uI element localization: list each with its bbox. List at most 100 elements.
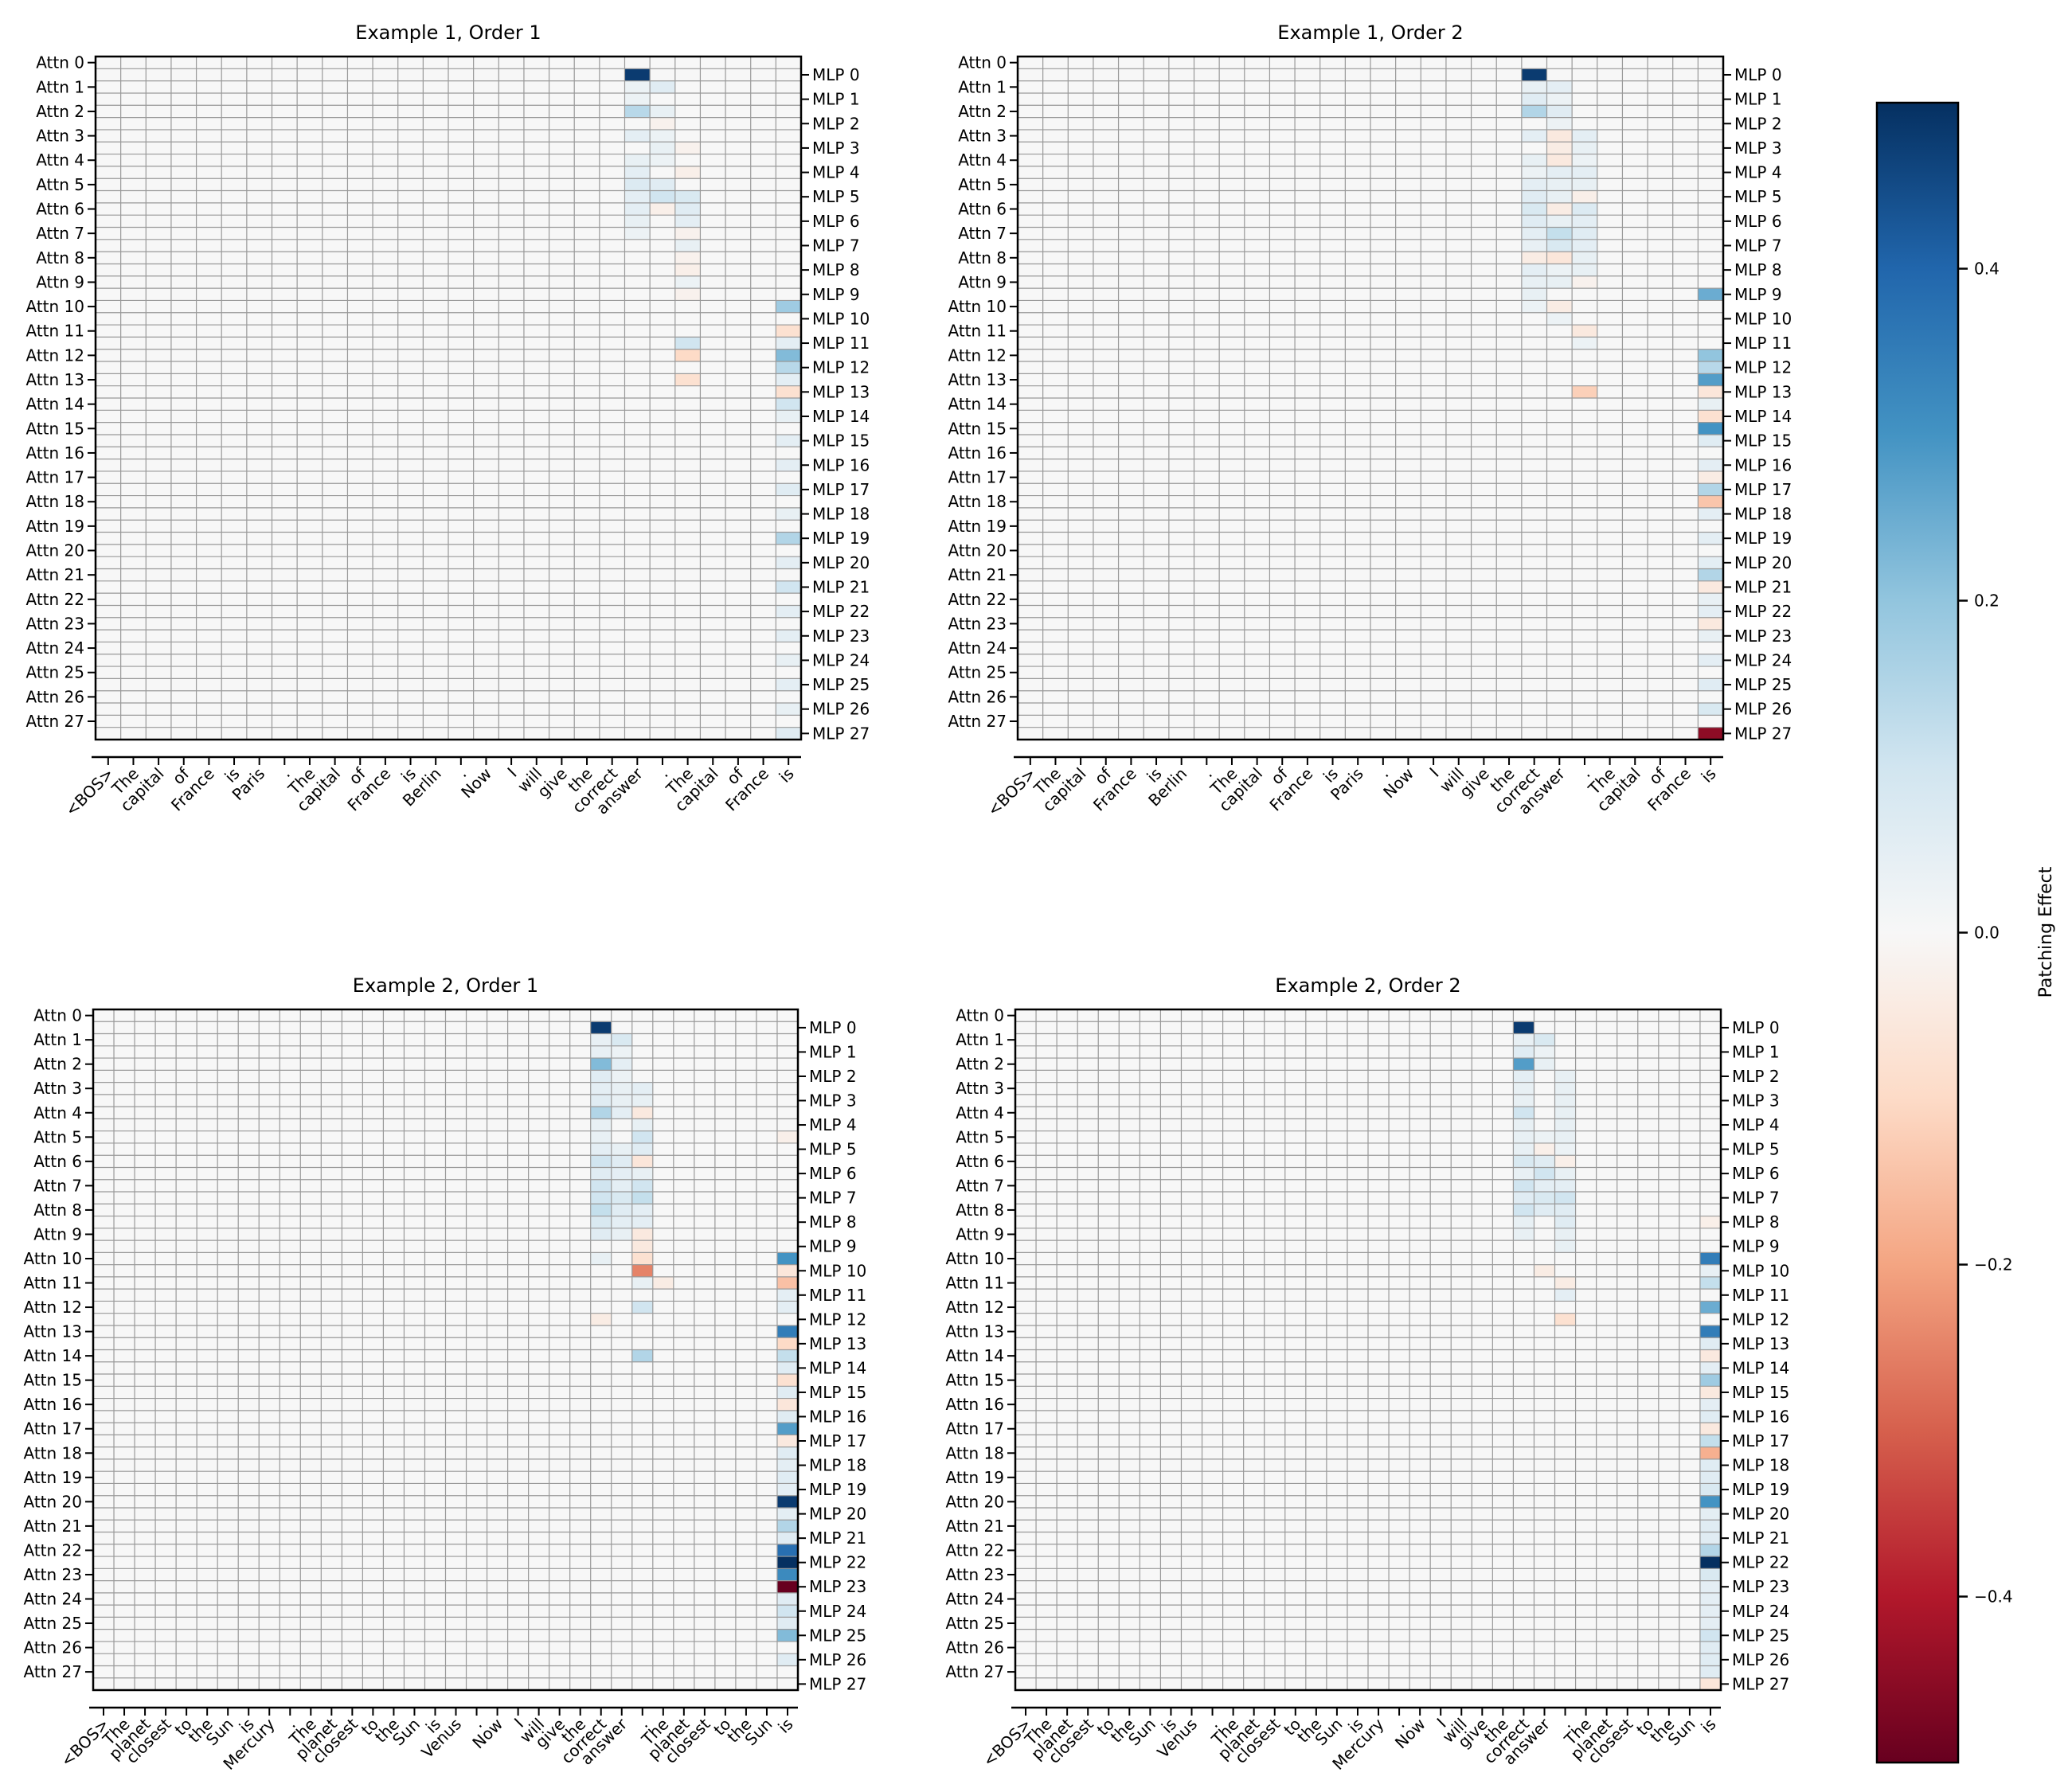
mlp-label: MLP 14 bbox=[812, 407, 870, 426]
heatmap-cell bbox=[631, 1107, 653, 1119]
heatmap-cell bbox=[776, 1544, 798, 1557]
heatmap-cell bbox=[1554, 1240, 1576, 1253]
heatmap-grid bbox=[93, 1009, 798, 1690]
heatmap-cell bbox=[776, 1386, 798, 1399]
mlp-label: MLP 24 bbox=[812, 650, 870, 670]
heatmap-cell bbox=[1698, 556, 1723, 569]
mlp-label: MLP 27 bbox=[812, 724, 870, 743]
heatmap-cell bbox=[1698, 532, 1723, 545]
heatmap-cell bbox=[1554, 1142, 1576, 1156]
attn-label: Attn 15 bbox=[948, 419, 1007, 438]
heatmap-cell bbox=[1513, 1179, 1534, 1193]
heatmap-cell bbox=[1513, 1142, 1534, 1156]
heatmap-cell bbox=[1699, 1325, 1721, 1338]
heatmap-cell bbox=[1698, 507, 1723, 521]
mlp-label: MLP 21 bbox=[1734, 577, 1792, 596]
mlp-label: MLP 27 bbox=[1734, 724, 1792, 743]
heatmap-cell bbox=[611, 1142, 632, 1156]
mlp-label: MLP 7 bbox=[809, 1189, 857, 1208]
attn-label: Attn 24 bbox=[946, 1589, 1005, 1608]
mlp-label: MLP 4 bbox=[809, 1115, 857, 1134]
attn-label: Attn 20 bbox=[948, 541, 1007, 560]
heatmap-cell bbox=[1554, 1130, 1576, 1143]
heatmap-cell bbox=[674, 166, 701, 179]
heatmap-cell bbox=[776, 1617, 798, 1630]
mlp-label: MLP 24 bbox=[1732, 1602, 1789, 1621]
attn-label: Attn 11 bbox=[26, 322, 85, 341]
colorbar-tick-label: 0.2 bbox=[1974, 591, 2000, 611]
attn-label: Attn 9 bbox=[36, 272, 84, 291]
mlp-label: MLP 20 bbox=[1734, 553, 1792, 572]
attn-label: Attn 27 bbox=[948, 712, 1007, 731]
mlp-label: MLP 13 bbox=[1732, 1334, 1789, 1353]
attn-label: Attn 19 bbox=[24, 1468, 83, 1487]
heatmap-cell bbox=[650, 154, 675, 166]
mlp-label: MLP 16 bbox=[809, 1407, 866, 1426]
heatmap-cell bbox=[1546, 239, 1573, 252]
mlp-label: MLP 25 bbox=[1734, 675, 1792, 694]
mlp-label: MLP 2 bbox=[1732, 1067, 1780, 1086]
heatmap-cell bbox=[674, 264, 701, 276]
colorbar-gradient bbox=[1875, 101, 1960, 1764]
mlp-label: MLP 0 bbox=[809, 1018, 857, 1037]
heatmap-cell bbox=[1513, 1192, 1534, 1204]
heatmap-cell bbox=[776, 1471, 798, 1484]
mlp-label: MLP 10 bbox=[809, 1261, 866, 1280]
heatmap-cell bbox=[1513, 1167, 1534, 1180]
attn-label: Attn 6 bbox=[33, 1152, 82, 1171]
heatmap-cell bbox=[1698, 703, 1723, 716]
heatmap-cell bbox=[631, 1192, 653, 1204]
mlp-label: MLP 8 bbox=[1734, 260, 1782, 279]
token-label: is bbox=[775, 764, 797, 787]
mlp-label: MLP 26 bbox=[809, 1650, 866, 1669]
attn-label: Attn 24 bbox=[26, 638, 85, 658]
heatmap-cell bbox=[1521, 202, 1547, 216]
heatmap-cell bbox=[1572, 202, 1597, 216]
heatmap-cell bbox=[776, 373, 801, 386]
attn-label: Attn 9 bbox=[956, 1224, 1004, 1243]
mlp-label: MLP 18 bbox=[1732, 1456, 1789, 1475]
heatmap-cell bbox=[1698, 617, 1723, 631]
heatmap-cell bbox=[590, 1082, 612, 1095]
colorbar-ticks: 0.4 0.2 0.0 −0.2 −0.4 bbox=[1958, 260, 2013, 1607]
mlp-label: MLP 11 bbox=[1734, 334, 1792, 353]
heatmap-cell bbox=[776, 1374, 798, 1387]
mlp-label: MLP 27 bbox=[809, 1674, 866, 1693]
heatmap-grid bbox=[96, 57, 801, 740]
attn-label: Attn 17 bbox=[948, 468, 1007, 487]
heatmap-cell bbox=[590, 1313, 612, 1325]
heatmap-cell bbox=[1699, 1641, 1721, 1654]
attn-label: Attn 13 bbox=[948, 370, 1007, 389]
heatmap-cell bbox=[776, 1556, 798, 1569]
heatmap-cell bbox=[1698, 373, 1723, 386]
attn-label: Attn 8 bbox=[958, 248, 1007, 267]
mlp-label: MLP 9 bbox=[1734, 285, 1782, 304]
heatmap-cell bbox=[624, 80, 651, 93]
heatmap-cell bbox=[1513, 1082, 1534, 1095]
attn-label: Attn 0 bbox=[36, 53, 84, 72]
heatmap-cell bbox=[776, 300, 801, 313]
heatmap-cell bbox=[1699, 1556, 1721, 1569]
heatmap-cell bbox=[776, 1507, 798, 1521]
heatmap-cell bbox=[776, 1592, 798, 1606]
attn-label: Attn 1 bbox=[958, 77, 1007, 96]
heatmap-cell bbox=[1699, 1495, 1721, 1508]
heatmap-cell bbox=[1513, 1216, 1534, 1228]
mlp-label: MLP 26 bbox=[1732, 1650, 1789, 1669]
heatmap-cell bbox=[624, 202, 651, 216]
mlp-label: MLP 19 bbox=[1734, 529, 1792, 548]
heatmap-cell bbox=[611, 1179, 632, 1193]
attn-label: Attn 8 bbox=[956, 1201, 1004, 1220]
heatmap-cell bbox=[1698, 434, 1723, 447]
attn-label: Attn 8 bbox=[33, 1201, 82, 1220]
heatmap-cell bbox=[1513, 1204, 1534, 1216]
attn-label: Attn 13 bbox=[24, 1322, 83, 1341]
heatmap-cell bbox=[590, 1179, 612, 1193]
attn-label: Attn 21 bbox=[26, 565, 85, 584]
heatmap-cell bbox=[776, 410, 801, 423]
heatmap-cell bbox=[1534, 1045, 1555, 1059]
heatmap-cell bbox=[1554, 1228, 1576, 1241]
panel-title: Example 1, Order 2 bbox=[1277, 21, 1463, 44]
heatmap-cell bbox=[674, 227, 701, 240]
heatmap-cell bbox=[1521, 80, 1547, 93]
